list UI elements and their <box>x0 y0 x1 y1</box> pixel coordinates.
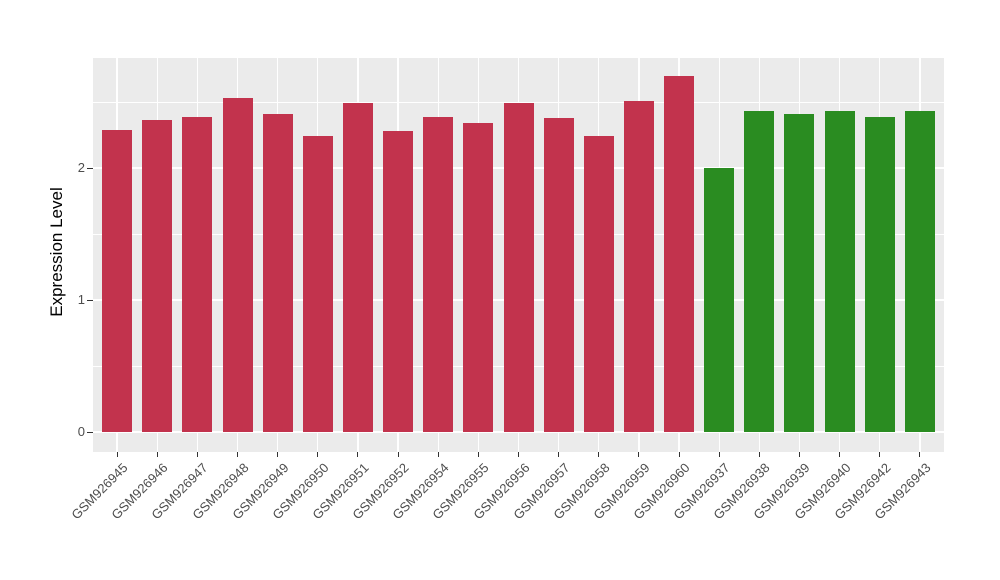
x-tick-mark-GSM926954 <box>437 452 439 457</box>
y-tick-label-2: 2 <box>77 160 85 175</box>
x-tick-mark-GSM926955 <box>477 452 479 457</box>
x-tick-mark-GSM926956 <box>518 452 519 457</box>
x-tick-mark-GSM926952 <box>397 452 399 457</box>
x-label-GSM926947: GSM926947 <box>148 460 211 523</box>
x-tick-mark-GSM926945 <box>116 452 118 457</box>
x-tick-mark-GSM926942 <box>879 452 881 457</box>
x-tick-mark-GSM926948 <box>237 452 238 457</box>
bar-GSM926940 <box>824 111 855 432</box>
x-label-GSM926939: GSM926939 <box>750 460 814 523</box>
x-tick-mark-GSM926946 <box>156 452 158 457</box>
x-label-GSM926952: GSM926952 <box>349 460 412 523</box>
bar-GSM926957 <box>543 117 574 432</box>
x-label-GSM926938: GSM926938 <box>710 460 773 523</box>
plot-panel <box>93 58 944 452</box>
x-tick-mark-GSM926940 <box>839 452 841 457</box>
x-label-GSM926958: GSM926958 <box>550 460 613 523</box>
bar-GSM926956 <box>503 103 534 432</box>
y-minor-gridline-2.5 <box>93 101 944 103</box>
x-tick-mark-GSM926950 <box>317 452 319 457</box>
bar-GSM926946 <box>142 120 173 432</box>
x-tick-mark-GSM926958 <box>598 452 600 457</box>
x-label-GSM926954: GSM926954 <box>389 460 452 523</box>
bar-GSM926943 <box>904 111 935 432</box>
y-axis-title: Expression Level <box>47 187 66 317</box>
bar-GSM926939 <box>784 113 815 432</box>
x-label-GSM926959: GSM926959 <box>590 460 653 523</box>
x-tick-mark-GSM926951 <box>357 452 359 457</box>
bar-GSM926960 <box>664 75 695 432</box>
x-label-GSM926950: GSM926950 <box>269 460 332 523</box>
bar-GSM926948 <box>222 98 253 432</box>
bar-GSM926937 <box>704 168 735 432</box>
bar-GSM926945 <box>102 129 133 432</box>
x-label-GSM926951: GSM926951 <box>309 460 372 523</box>
bar-GSM926954 <box>423 116 454 432</box>
bar-GSM926959 <box>623 100 654 432</box>
x-tick-mark-GSM926939 <box>798 452 800 457</box>
x-tick-mark-GSM926947 <box>196 452 198 457</box>
x-tick-mark-GSM926959 <box>638 452 640 457</box>
x-tick-mark-GSM926949 <box>277 452 279 457</box>
x-label-GSM926957: GSM926957 <box>510 460 573 523</box>
x-label-GSM926960: GSM926960 <box>630 460 693 523</box>
y-major-gridline-0 <box>93 431 944 433</box>
x-label-GSM926956: GSM926956 <box>469 460 533 523</box>
x-label-GSM926955: GSM926955 <box>429 460 492 523</box>
x-label-GSM926945: GSM926945 <box>68 460 131 523</box>
bar-GSM926949 <box>262 113 293 432</box>
x-label-GSM926946: GSM926946 <box>108 460 171 523</box>
bar-GSM926958 <box>583 136 614 432</box>
x-tick-mark-GSM926943 <box>919 452 921 457</box>
y-tick-label-0: 0 <box>77 424 85 439</box>
x-tick-mark-GSM926937 <box>718 452 720 457</box>
x-label-GSM926937: GSM926937 <box>670 460 733 523</box>
bar-GSM926952 <box>383 131 414 432</box>
x-label-GSM926942: GSM926942 <box>831 460 894 523</box>
bar-GSM926947 <box>182 116 213 432</box>
bar-GSM926942 <box>864 116 895 432</box>
bar-GSM926950 <box>302 136 333 432</box>
x-tick-mark-GSM926957 <box>558 452 560 457</box>
x-label-GSM926940: GSM926940 <box>791 460 854 523</box>
bar-GSM926955 <box>463 123 494 432</box>
x-label-GSM926948: GSM926948 <box>188 460 252 523</box>
x-tick-mark-GSM926960 <box>678 452 680 457</box>
x-label-GSM926949: GSM926949 <box>229 460 292 523</box>
x-label-GSM926943: GSM926943 <box>871 460 934 523</box>
bar-GSM926938 <box>744 111 775 432</box>
bar-GSM926951 <box>342 103 373 432</box>
x-tick-mark-GSM926938 <box>758 452 760 457</box>
